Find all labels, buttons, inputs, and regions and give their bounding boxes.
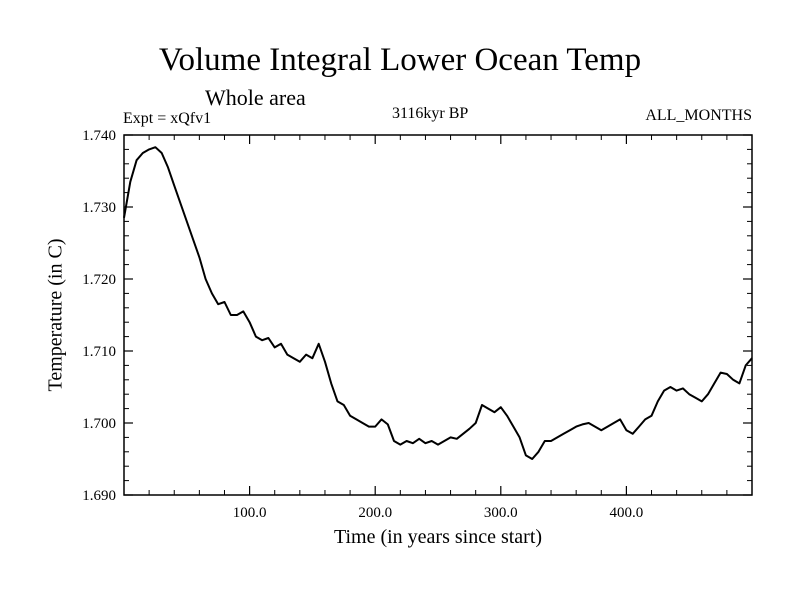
y-tick-label: 1.710 (82, 344, 116, 360)
y-tick-label: 1.740 (82, 128, 116, 144)
x-tick-label: 400.0 (610, 505, 644, 521)
chart-title: Volume Integral Lower Ocean Temp (158, 42, 642, 78)
experiment-label: Expt = xQfv1 (123, 110, 212, 127)
y-tick-label: 1.700 (82, 416, 116, 432)
plot-frame (123, 134, 753, 496)
x-tick-label: 100.0 (233, 505, 267, 521)
period-label: 3116kyr BP (392, 105, 469, 122)
x-axis: 100.0 200.0 300.0 400.0 (148, 135, 728, 521)
months-label: ALL_MONTHS (645, 107, 752, 124)
y-axis-label: Temperature (in C) (44, 238, 67, 392)
x-tick-label: 200.0 (358, 505, 392, 521)
y-tick-label: 1.720 (82, 272, 116, 288)
temperature-series-line (123, 146, 753, 460)
chart-subtitle: Whole area (205, 85, 306, 110)
y-tick-label: 1.690 (82, 488, 116, 504)
y-axis: 1.690 1.700 1.710 1.720 1.730 1.740 (82, 128, 752, 504)
x-tick-label: 300.0 (484, 505, 518, 521)
x-axis-label: Time (in years since start) (333, 526, 543, 548)
y-tick-label: 1.730 (82, 200, 116, 216)
